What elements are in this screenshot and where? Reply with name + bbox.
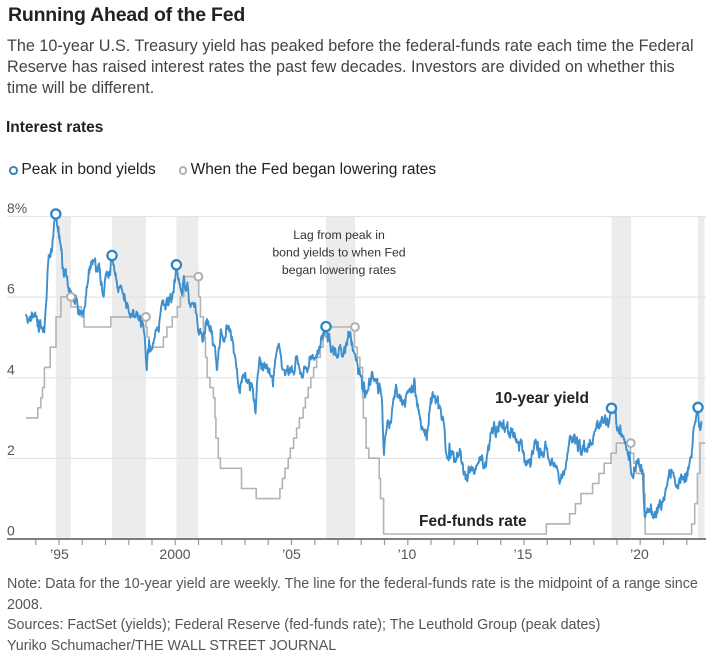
svg-text:Fed-funds rate: Fed-funds rate <box>419 513 527 530</box>
svg-text:2000: 2000 <box>159 546 190 562</box>
svg-text:’95: ’95 <box>50 546 69 562</box>
svg-text:6: 6 <box>7 281 15 297</box>
svg-text:’05: ’05 <box>282 546 301 562</box>
svg-text:8%: 8% <box>7 200 27 216</box>
svg-text:’15: ’15 <box>514 546 533 562</box>
svg-text:2: 2 <box>7 442 15 458</box>
svg-text:’10: ’10 <box>398 546 417 562</box>
svg-text:bond yields to when Fed: bond yields to when Fed <box>272 246 405 260</box>
svg-text:’20: ’20 <box>630 546 649 562</box>
svg-text:4: 4 <box>7 361 15 377</box>
svg-text:0: 0 <box>7 523 15 539</box>
svg-text:Lag from peak in: Lag from peak in <box>293 228 385 242</box>
svg-text:began lowering rates: began lowering rates <box>282 263 396 277</box>
svg-text:10-year yield: 10-year yield <box>495 390 589 407</box>
